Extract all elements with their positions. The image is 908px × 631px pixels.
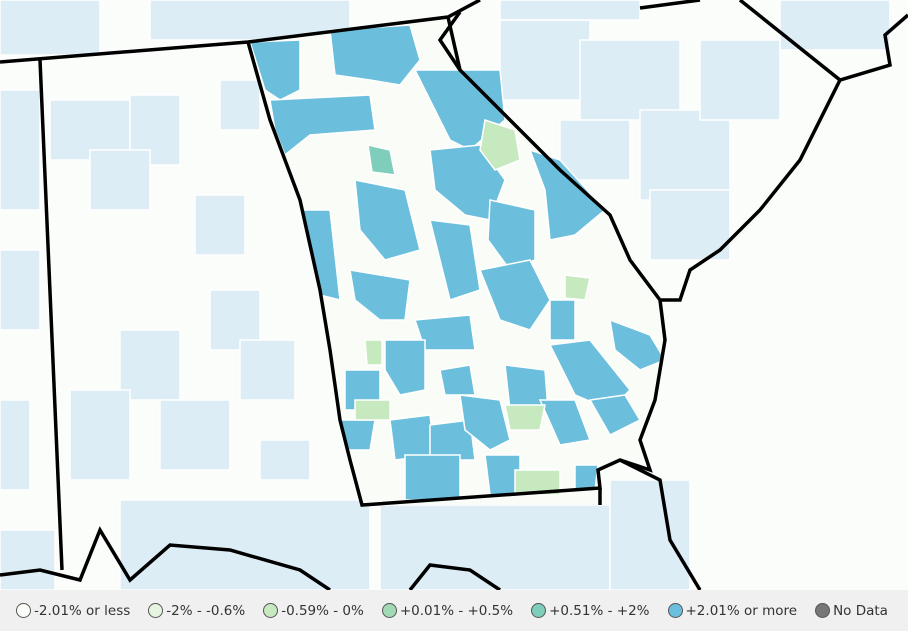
legend-label: -2% - -0.6% <box>166 602 246 619</box>
legend-item[interactable]: -2% - -0.6% <box>148 603 245 619</box>
state-borders <box>0 0 908 592</box>
legend-item[interactable]: +0.01% - +0.5% <box>381 602 514 619</box>
legend-label: -0.59% - 0% <box>281 602 364 619</box>
legend-swatch <box>531 603 547 618</box>
georgia-counties <box>248 24 667 501</box>
legend-item[interactable]: +2.01% or more <box>667 602 798 619</box>
legend-item[interactable]: -0.59% - 0% <box>263 603 364 619</box>
legend-label: +0.51% - +2% <box>549 602 650 619</box>
legend-item[interactable]: No Data <box>815 603 888 619</box>
legend-swatch <box>148 603 164 618</box>
map <box>0 0 908 592</box>
legend-swatch <box>263 603 279 618</box>
legend-label: +0.01% - +0.5% <box>399 602 514 619</box>
legend-swatch <box>815 603 831 618</box>
legend: -2.01% or less -2% - -0.6% -0.59% - 0% +0.0… <box>0 590 908 631</box>
legend-swatch <box>667 603 683 618</box>
legend-swatch <box>16 603 31 618</box>
legend-item[interactable]: -2.01% or less <box>16 603 130 619</box>
legend-swatch <box>381 603 397 618</box>
neighbor-counties <box>0 0 891 591</box>
legend-label: No Data <box>833 602 888 619</box>
legend-label: -2.01% or less <box>34 602 131 619</box>
legend-item[interactable]: +0.51% - +2% <box>531 602 650 619</box>
legend-label: +2.01% or more <box>685 602 798 619</box>
